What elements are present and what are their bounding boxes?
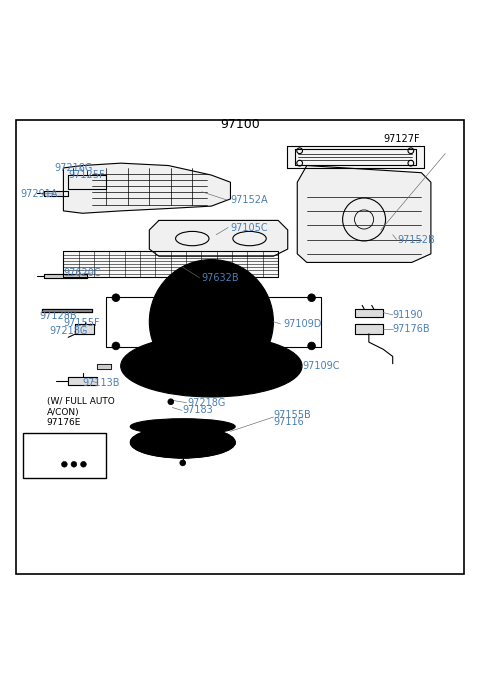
Text: 97155F: 97155F	[63, 318, 100, 328]
Text: 97176B: 97176B	[393, 325, 431, 334]
Polygon shape	[68, 377, 97, 385]
Polygon shape	[59, 459, 90, 469]
Text: 97218G: 97218G	[188, 398, 226, 408]
Polygon shape	[44, 274, 87, 278]
Circle shape	[81, 462, 86, 467]
Text: 97113B: 97113B	[83, 378, 120, 388]
Text: 97152A: 97152A	[230, 196, 268, 205]
Text: 97109C: 97109C	[302, 361, 339, 371]
Text: 97155B: 97155B	[274, 410, 311, 420]
Ellipse shape	[140, 343, 283, 389]
Ellipse shape	[120, 335, 302, 397]
Text: 97291A: 97291A	[21, 189, 58, 199]
Text: 97152B: 97152B	[397, 234, 435, 245]
Text: 97109D: 97109D	[283, 319, 321, 329]
Text: 97100: 97100	[220, 118, 260, 131]
Polygon shape	[149, 220, 288, 256]
Text: 97218G: 97218G	[49, 326, 87, 336]
Circle shape	[71, 462, 77, 467]
Text: (W/ FULL AUTO
A/CON)
97176E: (W/ FULL AUTO A/CON) 97176E	[47, 398, 114, 427]
Ellipse shape	[163, 420, 203, 433]
Circle shape	[149, 260, 274, 384]
Polygon shape	[68, 175, 107, 189]
Text: 97128B: 97128B	[39, 311, 77, 321]
Polygon shape	[355, 309, 383, 317]
Text: 97218G: 97218G	[54, 163, 92, 173]
FancyBboxPatch shape	[23, 433, 107, 478]
Polygon shape	[44, 191, 68, 196]
Circle shape	[308, 342, 315, 350]
Text: 97127F: 97127F	[383, 134, 420, 144]
Circle shape	[308, 294, 315, 302]
Text: 91190: 91190	[393, 310, 423, 320]
Polygon shape	[355, 325, 383, 334]
Polygon shape	[63, 251, 278, 277]
Text: 97105C: 97105C	[230, 223, 268, 233]
Circle shape	[61, 462, 67, 467]
Polygon shape	[75, 324, 95, 334]
Ellipse shape	[130, 426, 235, 458]
Polygon shape	[287, 146, 424, 168]
Text: 97125F: 97125F	[68, 170, 105, 180]
Text: 97620C: 97620C	[63, 268, 101, 278]
Text: 97632B: 97632B	[202, 273, 240, 282]
Polygon shape	[297, 165, 431, 263]
Text: 97183: 97183	[183, 405, 214, 415]
Circle shape	[112, 342, 120, 350]
Circle shape	[112, 294, 120, 302]
Polygon shape	[97, 364, 111, 369]
Circle shape	[197, 307, 226, 336]
Polygon shape	[42, 309, 92, 312]
Ellipse shape	[130, 419, 235, 435]
Circle shape	[168, 399, 174, 404]
Text: 97116: 97116	[274, 417, 304, 426]
Polygon shape	[63, 163, 230, 214]
Circle shape	[180, 460, 186, 466]
